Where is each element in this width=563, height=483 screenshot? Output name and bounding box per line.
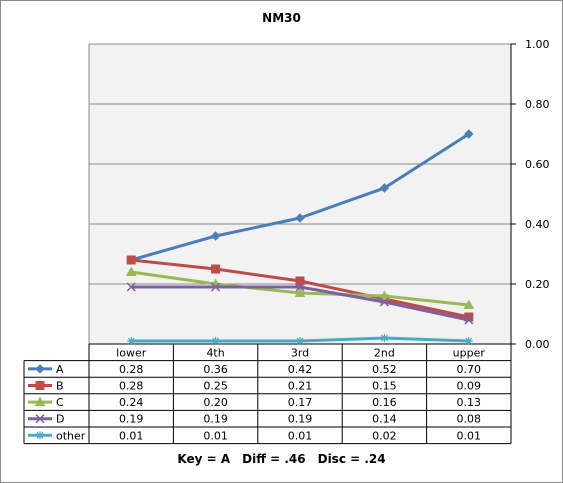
legend-label-b: B bbox=[56, 380, 64, 393]
data-point-c bbox=[463, 299, 475, 309]
y-tick-label: 0.60 bbox=[525, 158, 550, 171]
data-label-c: 0.13 bbox=[457, 396, 482, 409]
y-tick-label: 1.00 bbox=[525, 38, 550, 51]
data-label-d: 0.14 bbox=[372, 413, 397, 426]
plot-area bbox=[89, 44, 511, 344]
data-label-a: 0.70 bbox=[457, 363, 482, 376]
legend-label-other: other bbox=[56, 429, 86, 442]
x-tick-label: 2nd bbox=[374, 347, 395, 360]
data-point-d bbox=[464, 315, 474, 325]
data-label-c: 0.17 bbox=[288, 396, 313, 409]
data-label-c: 0.16 bbox=[372, 396, 397, 409]
data-point-other bbox=[296, 337, 304, 345]
data-point-d bbox=[126, 282, 136, 292]
data-point-other bbox=[127, 337, 136, 345]
data-label-other: 0.01 bbox=[203, 429, 228, 442]
x-tick-label: upper bbox=[453, 347, 486, 360]
footer-disc: Disc = .24 bbox=[317, 452, 386, 466]
y-tick-label: 0.20 bbox=[525, 278, 550, 291]
footer-key: Key = A bbox=[177, 452, 231, 466]
data-point-other bbox=[464, 337, 473, 345]
data-point-other bbox=[380, 334, 389, 342]
data-label-d: 0.19 bbox=[119, 413, 144, 426]
data-point-other bbox=[211, 337, 220, 345]
data-point-d bbox=[379, 297, 389, 307]
chart-plot: 0.00 0.20 0.40 0.60 0.80 1.00 lower 4th 3rd 2nd up… bbox=[23, 38, 550, 445]
data-label-b: 0.28 bbox=[119, 380, 144, 393]
data-label-b: 0.15 bbox=[372, 380, 397, 393]
legend-label-a: A bbox=[56, 363, 64, 376]
data-label-c: 0.20 bbox=[203, 396, 228, 409]
data-label-other: 0.01 bbox=[288, 429, 313, 442]
data-label-a: 0.36 bbox=[203, 363, 228, 376]
data-point-a bbox=[295, 213, 305, 223]
data-point-a bbox=[464, 129, 474, 139]
legend-marker-c bbox=[34, 396, 46, 407]
data-label-other: 0.01 bbox=[119, 429, 144, 442]
data-label-a: 0.28 bbox=[119, 363, 144, 376]
data-point-c bbox=[294, 287, 306, 297]
data-label-a: 0.52 bbox=[372, 363, 397, 376]
data-label-a: 0.42 bbox=[288, 363, 313, 376]
y-tick-label: 0.00 bbox=[525, 338, 550, 351]
data-point-c bbox=[379, 290, 390, 300]
data-label-other: 0.02 bbox=[372, 429, 397, 442]
footer-diff: Diff = .46 bbox=[242, 452, 306, 466]
y-tick-label: 0.40 bbox=[525, 218, 550, 231]
data-label-c: 0.24 bbox=[119, 396, 144, 409]
legend-label-d: D bbox=[56, 413, 64, 426]
data-point-a bbox=[210, 231, 221, 241]
data-point-d bbox=[295, 282, 305, 292]
data-label-b: 0.21 bbox=[288, 380, 313, 393]
data-label-d: 0.08 bbox=[457, 413, 482, 426]
data-label-d: 0.19 bbox=[288, 413, 313, 426]
data-point-d bbox=[211, 282, 221, 292]
legend-marker-d bbox=[35, 414, 45, 424]
legend-marker-other bbox=[36, 431, 44, 440]
legend-marker-b bbox=[35, 381, 45, 390]
chart-title: NM30 bbox=[262, 11, 301, 25]
legend-label-c: C bbox=[56, 396, 64, 409]
chart-footer: Key = A Diff = .46 Disc = .24 bbox=[1, 452, 562, 466]
data-point-a bbox=[379, 183, 390, 193]
data-label-other: 0.01 bbox=[457, 429, 482, 442]
x-tick-label: 3rd bbox=[291, 347, 309, 360]
legend-marker-a bbox=[35, 364, 45, 374]
data-point-c bbox=[125, 266, 137, 276]
data-point-b bbox=[295, 276, 305, 286]
data-point-b bbox=[126, 255, 136, 265]
data-point-b bbox=[211, 264, 221, 274]
data-label-d: 0.19 bbox=[203, 413, 228, 426]
data-label-b: 0.09 bbox=[457, 380, 482, 393]
x-tick-label: lower bbox=[116, 347, 147, 360]
y-tick-label: 0.80 bbox=[525, 98, 550, 111]
x-tick-label: 4th bbox=[206, 347, 224, 360]
data-label-b: 0.25 bbox=[203, 380, 228, 393]
